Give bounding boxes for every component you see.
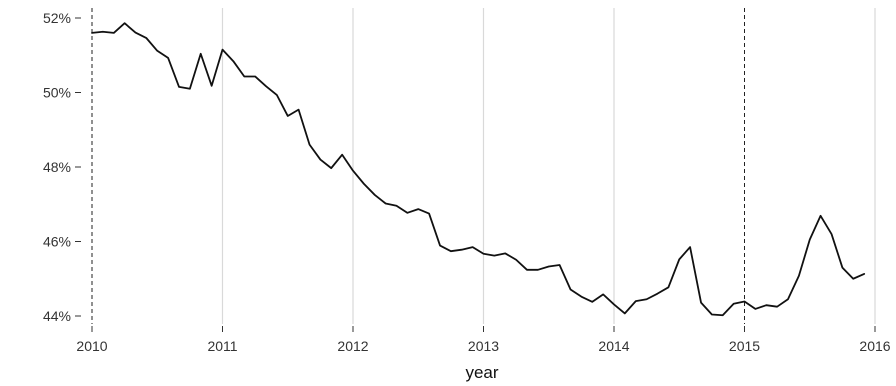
y-tick-label: 44% <box>43 308 71 324</box>
x-tick-label: 2012 <box>337 338 368 354</box>
grid-lines <box>221 8 876 324</box>
series-line-0 <box>91 22 866 317</box>
x-tick-label: 2011 <box>207 338 237 354</box>
series-layer <box>91 22 866 317</box>
x-axis-title: year <box>465 363 498 382</box>
y-tick-label: 52% <box>43 10 71 26</box>
y-tick-label: 48% <box>43 159 71 175</box>
x-axis: 2010 2011 2012 2013 2014 2015 2016 <box>76 326 891 354</box>
y-tick-label: 46% <box>43 234 71 250</box>
reference-lines <box>91 8 745 324</box>
y-axis: 44% 46% 48% 50% 52% <box>43 10 81 324</box>
x-tick-label: 2016 <box>859 338 890 354</box>
x-tick-label: 2013 <box>468 338 499 354</box>
x-tick-label: 2014 <box>598 338 629 354</box>
x-tick-label: 2010 <box>76 338 107 354</box>
y-tick-label: 50% <box>43 85 71 101</box>
x-tick-label: 2015 <box>729 338 760 354</box>
